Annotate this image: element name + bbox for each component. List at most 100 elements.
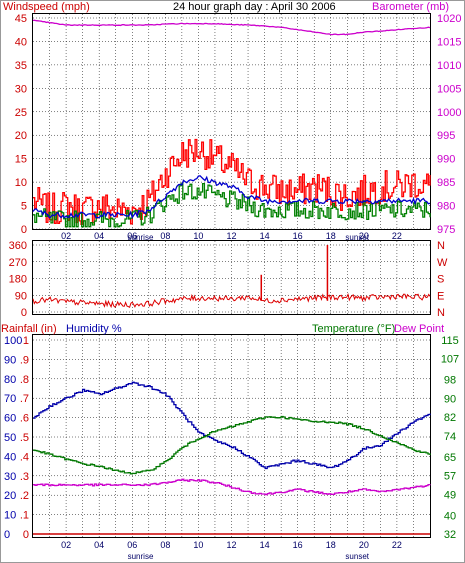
humidity-axis-label: Humidity % (66, 323, 122, 335)
temp-tick-label: 49 (444, 489, 456, 501)
rain-tick-label: .5 (20, 432, 29, 444)
data-series (32, 19, 431, 535)
humidity-tick-label: 50 (4, 432, 16, 444)
wind-tick-label: 35 (15, 60, 27, 72)
rain-tick-label: 0 (23, 529, 29, 541)
average-wind-line (32, 175, 431, 220)
humidity-tick-label: 70 (4, 393, 16, 405)
x-tick-label: 10 (193, 231, 203, 241)
rain-tick-label: .4 (20, 451, 29, 463)
x-tick-label: 22 (392, 231, 402, 241)
rain-tick-label: .2 (20, 490, 29, 502)
baro-tick-label: 1005 (437, 83, 461, 95)
humidity-tick-label: 30 (4, 471, 16, 483)
tick-labels: 0202040406060808101012121414161618182020… (4, 13, 461, 561)
direction-tick-label: 270 (9, 257, 27, 269)
x-tick-label: 14 (260, 540, 270, 550)
x-tick-label: 02 (61, 540, 71, 550)
wind-tick-label: 40 (15, 36, 27, 48)
wind-tick-label: 15 (15, 154, 27, 166)
baro-tick-label: 975 (437, 224, 455, 236)
x-tick-label: 04 (94, 540, 104, 550)
direction-line (32, 293, 431, 309)
x-tick-label: 10 (193, 540, 203, 550)
x-tick-label: 18 (326, 231, 336, 241)
direction-tick-label: 180 (9, 274, 27, 286)
x-tick-label: 14 (260, 231, 270, 241)
temp-tick-label: 90 (444, 393, 456, 405)
temp-tick-label: 98 (444, 375, 456, 387)
dewpoint-axis-label: Dew Point (394, 323, 444, 335)
wind-tick-label: 5 (21, 201, 27, 213)
x-tick-label: 22 (392, 540, 402, 550)
temp-tick-label: 32 (444, 529, 456, 541)
rain-tick-label: .8 (20, 374, 29, 386)
x-tick-label: 20 (359, 540, 369, 550)
compass-tick-label: S (437, 274, 444, 286)
baro-tick-label: 990 (437, 154, 455, 166)
humidity-tick-label: 40 (4, 451, 16, 463)
temp-tick-label: 82 (444, 412, 456, 424)
sunrise-label: sunrise (128, 552, 154, 561)
temp-panel (32, 334, 431, 538)
baro-tick-label: 1020 (437, 13, 461, 25)
temp-tick-label: 65 (444, 452, 456, 464)
x-tick-label: 06 (127, 540, 137, 550)
baro-tick-label: 1015 (437, 36, 461, 48)
chart-title: 24 hour graph day : April 30 2006 (173, 1, 336, 13)
humidity-line (33, 381, 431, 470)
compass-tick-label: E (437, 290, 444, 302)
barometer-line (32, 19, 431, 36)
humidity-tick-label: 0 (4, 529, 10, 541)
baro-tick-label: 980 (437, 201, 455, 213)
gridlines (33, 14, 430, 537)
x-tick-label: 18 (326, 540, 336, 550)
rain-tick-label: .6 (20, 413, 29, 425)
wind-tick-label: 30 (15, 83, 27, 95)
sunset-label: sunset (345, 552, 369, 561)
humidity-tick-label: 60 (4, 413, 16, 425)
x-tick-label: 12 (226, 540, 236, 550)
direction-tick-label: 360 (9, 240, 27, 252)
wind-tick-label: 20 (15, 130, 27, 142)
wind-tick-label: 25 (15, 107, 27, 119)
baro-tick-label: 1000 (437, 107, 461, 119)
wind-tick-label: 10 (15, 177, 27, 189)
temperature-axis-label: Temperature (°F) (312, 323, 395, 335)
sunset-label: sunset (345, 233, 369, 242)
rainfall-axis-label: Rainfall (in) (1, 323, 57, 335)
humidity-tick-label: 10 (4, 510, 16, 522)
temp-tick-label: 107 (441, 354, 459, 366)
x-tick-label: 04 (94, 231, 104, 241)
baro-tick-label: 995 (437, 130, 455, 142)
baro-tick-label: 1010 (437, 60, 461, 72)
x-tick-label: 06 (127, 231, 137, 241)
x-tick-label: 08 (160, 540, 170, 550)
windspeed-axis-label: Windspeed (mph) (3, 1, 90, 13)
windspeed-line (33, 138, 431, 225)
compass-tick-label: N (437, 240, 445, 252)
rain-tick-label: 1 (23, 335, 29, 347)
wind-tick-label: 45 (15, 13, 27, 25)
x-tick-label: 20 (359, 231, 369, 241)
x-tick-label: 16 (293, 540, 303, 550)
humidity-tick-label: 20 (4, 490, 16, 502)
temp-tick-label: 115 (441, 335, 459, 347)
rain-tick-label: .1 (20, 510, 29, 522)
rain-tick-label: .3 (20, 471, 29, 483)
temp-tick-label: 57 (444, 471, 456, 483)
direction-tick-label: 0 (21, 307, 27, 319)
temperature-line (33, 415, 431, 475)
humidity-tick-label: 90 (4, 354, 16, 366)
sunrise-label: sunrise (128, 233, 154, 242)
wind-tick-label: 0 (21, 224, 27, 236)
humidity-tick-label: 80 (4, 374, 16, 386)
direction-tick-label: 90 (15, 290, 27, 302)
barometer-axis-label: Barometer (mb) (372, 1, 449, 13)
x-tick-label: 12 (226, 231, 236, 241)
x-tick-label: 02 (61, 231, 71, 241)
x-tick-label: 16 (293, 231, 303, 241)
x-tick-label: 08 (160, 231, 170, 241)
